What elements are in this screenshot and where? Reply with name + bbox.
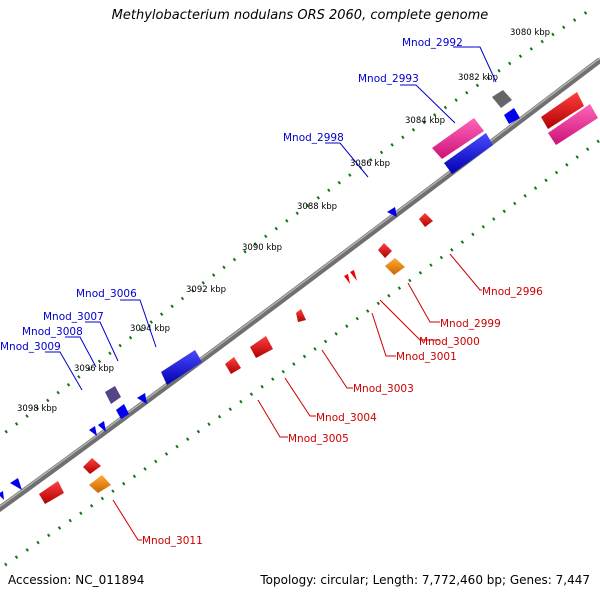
kbp-label: 3096 kbp bbox=[74, 364, 114, 374]
gene-label-mnod-3008: Mnod_3008 bbox=[22, 326, 83, 338]
gene-label-mnod-3009: Mnod_3009 bbox=[0, 341, 61, 353]
gene-forward-arrow[interactable] bbox=[0, 491, 4, 500]
kbp-label: 3088 kbp bbox=[297, 202, 337, 212]
gene-labels: Mnod_2992 Mnod_2993 Mnod_2998 Mnod_3006 … bbox=[0, 37, 543, 547]
gene-mnod-3003[interactable] bbox=[296, 309, 306, 322]
gene-mnod-2998-block[interactable] bbox=[444, 133, 493, 174]
kbp-labels: 3080 kbp 3082 kbp 3084 kbp 3086 kbp 3088… bbox=[17, 28, 550, 414]
gene-label-mnod-3007: Mnod_3007 bbox=[43, 311, 104, 323]
genome-title: Methylobacterium nodulans ORS 2060, comp… bbox=[111, 8, 489, 23]
kbp-label: 3090 kbp bbox=[242, 243, 282, 253]
gene-mnod-3007[interactable] bbox=[105, 386, 121, 404]
kbp-label: 3098 kbp bbox=[17, 404, 57, 414]
leader-line bbox=[112, 499, 142, 541]
gene-mnod-3001[interactable] bbox=[344, 274, 350, 284]
leader-line bbox=[321, 349, 353, 389]
leader-line bbox=[453, 46, 497, 83]
accession-label: Accession: NC_011894 bbox=[8, 573, 145, 587]
gene-label-mnod-2992: Mnod_2992 bbox=[402, 37, 463, 49]
gene-forward-arrow[interactable] bbox=[137, 393, 147, 404]
kbp-label: 3084 kbp bbox=[405, 116, 445, 126]
leader-line bbox=[407, 282, 440, 323]
gene-forward-arrow[interactable] bbox=[89, 426, 97, 436]
gene-mnod-3004[interactable] bbox=[250, 336, 273, 358]
genome-backbone bbox=[0, 57, 600, 513]
gene-mnod-2993[interactable] bbox=[432, 118, 484, 159]
gene-label-mnod-2998: Mnod_2998 bbox=[283, 132, 344, 144]
gene-forward-small[interactable] bbox=[504, 108, 520, 124]
gene-label-mnod-3001: Mnod_3001 bbox=[396, 351, 457, 363]
leader-line bbox=[85, 321, 119, 362]
gene-label-mnod-2993: Mnod_2993 bbox=[358, 73, 419, 85]
gene-reverse-small[interactable] bbox=[378, 243, 392, 258]
leader-line bbox=[371, 312, 396, 357]
gene-label-mnod-3004: Mnod_3004 bbox=[316, 412, 377, 424]
kbp-label: 3092 kbp bbox=[186, 285, 226, 295]
gene-mnod-2996[interactable] bbox=[419, 213, 433, 227]
gene-reverse-large[interactable] bbox=[39, 481, 64, 504]
leader-line bbox=[449, 253, 482, 291]
gene-label-mnod-3003: Mnod_3003 bbox=[353, 383, 414, 395]
gene-label-mnod-2999: Mnod_2999 bbox=[440, 318, 501, 330]
gene-mnod-3005[interactable] bbox=[225, 357, 241, 374]
gene-label-mnod-3011: Mnod_3011 bbox=[142, 535, 203, 547]
leader-lines bbox=[45, 46, 497, 541]
leader-line bbox=[379, 299, 440, 341]
gene-label-mnod-3000: Mnod_3000 bbox=[419, 336, 480, 348]
forward-genes bbox=[0, 90, 520, 500]
gene-forward-arrow[interactable] bbox=[387, 207, 397, 217]
gene-mnod-3006[interactable] bbox=[161, 350, 202, 385]
genome-backbone-highlight bbox=[0, 57, 600, 508]
gene-mnod-3009[interactable] bbox=[98, 421, 106, 432]
leader-line bbox=[45, 351, 83, 391]
leader-line bbox=[400, 84, 456, 124]
gene-mnod-3000[interactable] bbox=[350, 270, 357, 281]
gene-reverse-small[interactable] bbox=[83, 458, 101, 474]
kbp-label: 3086 kbp bbox=[350, 159, 390, 169]
gene-reverse-large[interactable] bbox=[541, 92, 584, 129]
gene-label-mnod-3005: Mnod_3005 bbox=[288, 433, 349, 445]
gene-mnod-3008[interactable] bbox=[116, 404, 129, 419]
kbp-label: 3082 kbp bbox=[458, 73, 498, 83]
leader-line bbox=[284, 377, 316, 417]
gene-mnod-2992[interactable] bbox=[492, 90, 512, 108]
topology-label: Topology: circular; Length: 7,772,460 bp… bbox=[260, 573, 590, 587]
reverse-genes bbox=[39, 92, 598, 504]
outer-tick-track bbox=[0, 8, 591, 439]
gene-label-mnod-3006: Mnod_3006 bbox=[76, 288, 137, 300]
leader-line bbox=[257, 399, 288, 438]
leader-line bbox=[65, 336, 97, 368]
gene-reverse-pink[interactable] bbox=[548, 104, 598, 145]
gene-mnod-2999[interactable] bbox=[385, 258, 405, 275]
kbp-label: 3080 kbp bbox=[510, 28, 550, 38]
leader-line bbox=[120, 299, 157, 348]
gene-mnod-3011[interactable] bbox=[89, 475, 111, 493]
gene-forward-arrow[interactable] bbox=[10, 478, 22, 490]
gene-label-mnod-2996: Mnod_2996 bbox=[482, 286, 543, 298]
leader-line bbox=[325, 142, 369, 178]
